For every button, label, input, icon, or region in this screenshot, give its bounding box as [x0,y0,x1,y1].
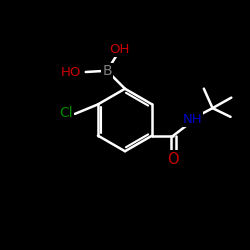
Text: Cl: Cl [59,106,73,120]
Text: NH: NH [183,113,203,126]
Text: B: B [102,64,112,78]
Text: O: O [168,152,179,166]
Text: HO: HO [61,66,81,78]
Text: OH: OH [109,43,130,56]
